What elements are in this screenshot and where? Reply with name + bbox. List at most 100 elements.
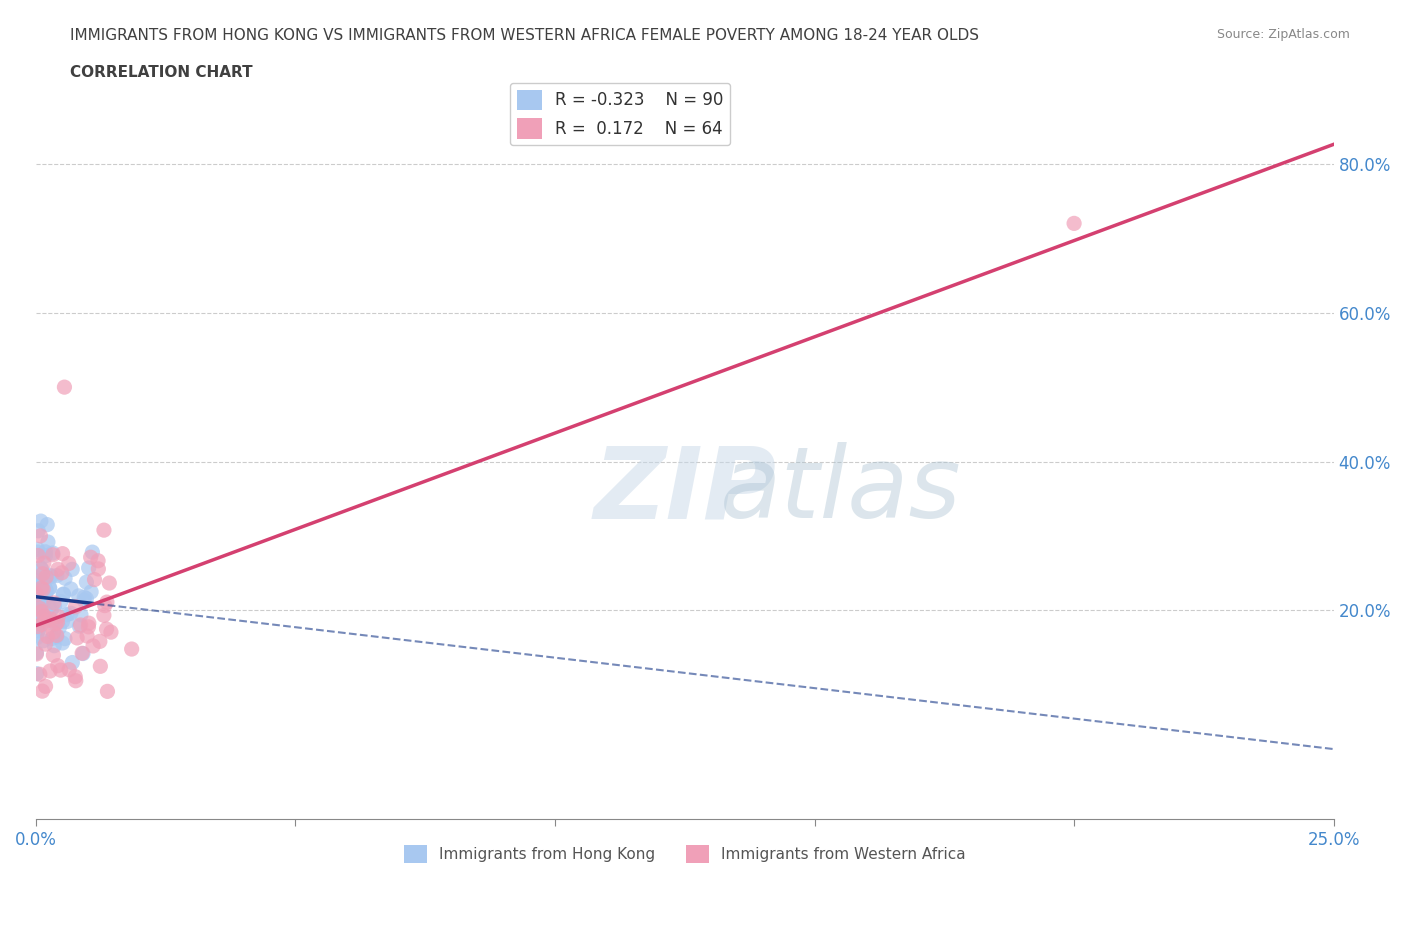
Point xyxy=(49,594,72,609)
Point xyxy=(77,619,100,634)
Point xyxy=(27,590,49,604)
Point xyxy=(96,594,118,609)
Point xyxy=(73,590,96,604)
Point xyxy=(48,620,70,635)
Legend: Immigrants from Hong Kong, Immigrants from Western Africa: Immigrants from Hong Kong, Immigrants fr… xyxy=(398,839,972,870)
Point xyxy=(37,517,59,532)
Point xyxy=(31,684,53,698)
Point xyxy=(27,545,49,560)
Point xyxy=(27,604,49,618)
Text: Source: ZipAtlas.com: Source: ZipAtlas.com xyxy=(1216,28,1350,41)
Point xyxy=(53,571,76,586)
Point xyxy=(27,623,49,638)
Point xyxy=(121,642,143,657)
Point xyxy=(58,662,80,677)
Point xyxy=(1063,216,1085,231)
Point xyxy=(32,633,55,648)
Point xyxy=(60,562,83,577)
Point xyxy=(65,673,87,688)
Point xyxy=(44,599,66,614)
Point xyxy=(66,631,89,645)
Point xyxy=(73,593,96,608)
Point xyxy=(28,587,51,602)
Point xyxy=(69,618,91,632)
Point xyxy=(83,572,105,587)
Point xyxy=(75,575,97,590)
Point xyxy=(25,631,48,645)
Point xyxy=(100,625,122,640)
Point xyxy=(28,604,51,618)
Point xyxy=(82,545,104,560)
Point xyxy=(45,617,67,631)
Point xyxy=(30,513,52,528)
Point xyxy=(34,549,56,564)
Point xyxy=(76,629,98,644)
Point xyxy=(39,568,62,583)
Point xyxy=(25,586,48,601)
Point xyxy=(25,587,48,602)
Point xyxy=(30,560,52,575)
Point xyxy=(38,580,60,595)
Point xyxy=(58,556,80,571)
Point xyxy=(32,591,55,605)
Point xyxy=(27,600,49,615)
Point xyxy=(60,655,83,670)
Point xyxy=(46,615,69,630)
Point xyxy=(51,635,73,650)
Point xyxy=(45,628,67,643)
Point xyxy=(52,587,75,602)
Point xyxy=(28,620,51,635)
Point xyxy=(31,566,53,581)
Point xyxy=(34,588,56,603)
Point xyxy=(32,555,55,570)
Point xyxy=(42,595,65,610)
Point xyxy=(25,571,48,586)
Point xyxy=(25,612,48,627)
Point xyxy=(25,577,48,591)
Point xyxy=(34,544,56,559)
Point xyxy=(31,610,53,625)
Point xyxy=(46,609,69,624)
Point xyxy=(34,590,56,604)
Point xyxy=(25,666,48,681)
Point xyxy=(70,645,93,660)
Point xyxy=(25,580,48,595)
Point xyxy=(65,599,87,614)
Point xyxy=(34,637,56,652)
Point xyxy=(80,584,103,599)
Point xyxy=(32,576,55,591)
Point xyxy=(77,561,100,576)
Point xyxy=(42,546,65,561)
Point xyxy=(67,618,90,633)
Point xyxy=(27,580,49,595)
Point xyxy=(93,608,115,623)
Text: ZIP: ZIP xyxy=(593,442,776,539)
Point xyxy=(56,607,79,622)
Point xyxy=(70,607,93,622)
Point xyxy=(28,601,51,616)
Point xyxy=(32,580,55,595)
Point xyxy=(51,565,73,580)
Point xyxy=(27,619,49,634)
Point xyxy=(53,631,76,646)
Point xyxy=(51,546,73,561)
Point xyxy=(28,586,51,601)
Point xyxy=(93,523,115,538)
Point xyxy=(37,535,59,550)
Point xyxy=(37,629,59,644)
Point xyxy=(89,658,111,673)
Point xyxy=(87,553,110,568)
Point xyxy=(30,617,52,631)
Point xyxy=(35,569,58,584)
Point xyxy=(53,379,76,394)
Point xyxy=(30,587,52,602)
Point xyxy=(89,634,111,649)
Point xyxy=(28,605,51,620)
Point xyxy=(79,550,101,565)
Point xyxy=(35,614,58,629)
Point xyxy=(31,580,53,595)
Point xyxy=(77,616,100,631)
Point xyxy=(87,562,110,577)
Point xyxy=(96,621,118,636)
Point xyxy=(34,581,56,596)
